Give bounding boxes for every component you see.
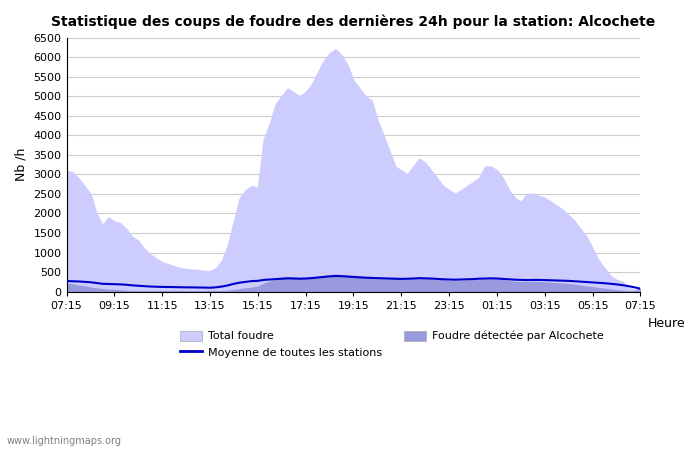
Text: Heure: Heure (648, 317, 685, 329)
Title: Statistique des coups de foudre des dernières 24h pour la station: Alcochete: Statistique des coups de foudre des dern… (51, 15, 656, 30)
Y-axis label: Nb /h: Nb /h (15, 148, 28, 181)
Legend: Total foudre, Moyenne de toutes les stations, Foudre détectée par Alcochete: Total foudre, Moyenne de toutes les stat… (176, 326, 608, 362)
Text: www.lightningmaps.org: www.lightningmaps.org (7, 436, 122, 446)
